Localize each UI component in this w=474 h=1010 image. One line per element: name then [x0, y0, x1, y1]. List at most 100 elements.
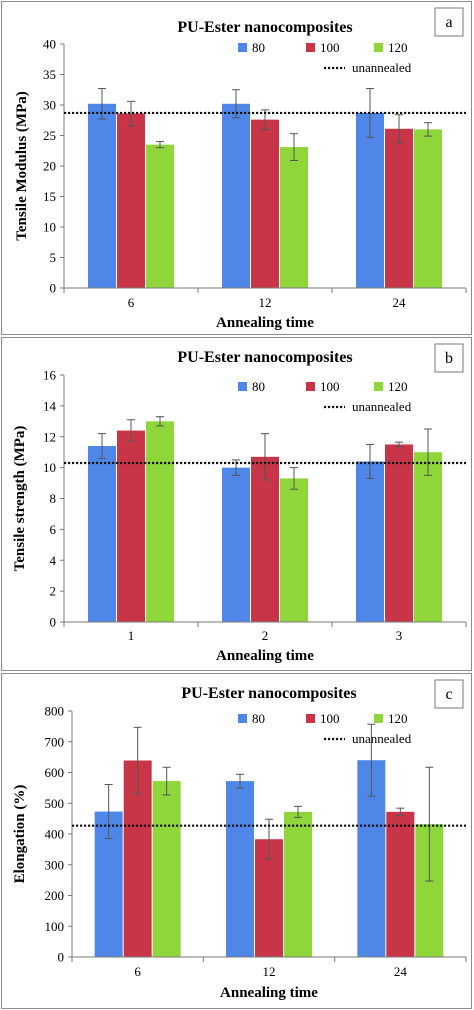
bar-120-12 — [280, 147, 308, 288]
bar-120-6 — [146, 144, 174, 288]
y-tick-label: 20 — [43, 159, 56, 174]
chart-title: PU-Ester nanocomposites — [181, 685, 356, 702]
y-tick-label: 700 — [45, 734, 65, 749]
x-tick-label: 1 — [128, 628, 135, 643]
y-tick-label: 10 — [43, 460, 56, 475]
legend-label-120: 120 — [388, 379, 408, 394]
legend-swatch-100 — [306, 382, 315, 391]
legend-label-80: 80 — [252, 711, 265, 726]
legend-swatch-120 — [374, 382, 383, 391]
elongation-chart: PU-Ester nanocomposites c 0 100 200 300 400 500… — [12, 679, 467, 1001]
panel-label: c — [445, 686, 452, 703]
y-tick-label: 100 — [45, 919, 65, 934]
bar-100-12 — [251, 119, 279, 288]
y-tick-label: 800 — [45, 704, 65, 719]
bar-80-12 — [222, 103, 250, 288]
legend-label-unannealed: unannealed — [352, 731, 412, 746]
x-tick-label: 12 — [263, 964, 276, 979]
bar-100-1 — [117, 430, 145, 622]
legend-swatch-100 — [306, 714, 315, 723]
panel-label-box — [434, 343, 464, 373]
y-tick-label: 0 — [50, 615, 57, 630]
bar-120-24 — [414, 129, 442, 288]
bar-80-24 — [356, 112, 384, 289]
legend-label-100: 100 — [320, 379, 340, 394]
bar-80-2 — [222, 467, 250, 622]
y-tick-label: 16 — [43, 368, 57, 383]
panel-label: a — [445, 14, 452, 31]
panel-label-box — [434, 679, 464, 709]
legend-label-unannealed: unannealed — [352, 399, 412, 414]
x-tick-label: 24 — [394, 964, 408, 979]
legend-label-120: 120 — [388, 711, 408, 726]
y-tick-label: 25 — [43, 128, 56, 143]
chart-title: PU-Ester nanocomposites — [177, 349, 352, 366]
x-tick-label: 3 — [396, 628, 403, 643]
chart-panel-c: PU-Ester nanocomposites c 0 100 200 300 400 500… — [1, 673, 472, 1009]
y-tick-label: 2 — [50, 584, 57, 599]
bar-80-3 — [356, 461, 384, 622]
chart-title: PU-Ester nanocomposites — [177, 19, 352, 36]
x-tick-label: 12 — [259, 295, 272, 310]
x-axis-label: Annealing time — [216, 315, 314, 331]
y-tick-label: 400 — [45, 827, 65, 842]
legend-label-100: 100 — [320, 711, 340, 726]
y-tick-label: 5 — [50, 250, 57, 265]
tensile-modulus-chart: PU-Ester nanocomposites a 0 5 10 15 20 25 30 35 40… — [14, 7, 467, 331]
legend-label-unannealed: unannealed — [352, 60, 412, 75]
y-tick-label: 4 — [50, 553, 57, 568]
bar-80-6 — [88, 103, 116, 288]
x-tick-label: 24 — [393, 295, 407, 310]
bar-120-12 — [284, 811, 312, 957]
x-axis-label: Annealing time — [216, 648, 314, 664]
y-axis-label: Tensile strength (MPa) — [12, 426, 28, 572]
y-tick-label: 14 — [43, 398, 57, 413]
y-axis-label: Tensile Modulus (MPa) — [14, 91, 30, 240]
panel-label: b — [445, 350, 453, 367]
y-tick-label: 0 — [58, 950, 65, 965]
chart-panel-a: PU-Ester nanocomposites a 0 5 10 15 20 25 30 35 40… — [1, 1, 472, 335]
x-tick-label: 2 — [262, 628, 269, 643]
legend-swatch-120 — [374, 43, 383, 52]
y-tick-label: 40 — [43, 37, 56, 52]
legend-label-80: 80 — [252, 379, 265, 394]
legend-label-100: 100 — [320, 40, 340, 55]
panel-label-box — [434, 7, 464, 37]
bar-120-2 — [280, 478, 308, 622]
x-tick-label: 6 — [134, 964, 141, 979]
tensile-strength-chart: PU-Ester nanocomposites b0246810121416Ten… — [12, 343, 467, 664]
legend-swatch-100 — [306, 43, 315, 52]
bar-100-24 — [385, 128, 413, 288]
y-axis-label: Elongation (%) — [12, 785, 28, 884]
y-tick-label: 0 — [50, 281, 57, 296]
bar-100-6 — [117, 113, 145, 288]
bar-100-24 — [386, 811, 415, 957]
bar-80-1 — [88, 446, 116, 622]
y-tick-label: 6 — [50, 522, 57, 537]
legend-swatch-80 — [238, 43, 247, 52]
legend-label-80: 80 — [252, 40, 265, 55]
bar-120-3 — [414, 452, 442, 622]
x-axis-label: Annealing time — [220, 985, 318, 1001]
x-tick-label: 6 — [128, 295, 135, 310]
bar-120-6 — [152, 781, 181, 957]
bar-100-2 — [251, 456, 279, 622]
y-tick-label: 200 — [45, 888, 65, 903]
legend-swatch-80 — [238, 714, 247, 723]
y-tick-label: 12 — [43, 429, 56, 444]
legend-swatch-80 — [238, 382, 247, 391]
chart-panel-b: PU-Ester nanocomposites b 0 2 4 6 8 10 12 14 16 Ten… — [1, 337, 472, 671]
y-tick-label: 10 — [43, 220, 56, 235]
bar-80-12 — [226, 781, 254, 957]
y-tick-label: 300 — [45, 857, 65, 872]
y-tick-label: 15 — [43, 189, 56, 204]
y-tick-label: 8 — [50, 491, 57, 506]
bar-100-3 — [385, 444, 413, 622]
y-tick-label: 600 — [45, 765, 65, 780]
legend-swatch-120 — [374, 714, 383, 723]
y-tick-label: 35 — [43, 67, 56, 82]
y-tick-label: 30 — [43, 98, 56, 113]
legend-label-120: 120 — [388, 40, 408, 55]
bar-120-1 — [146, 421, 174, 622]
y-tick-label: 500 — [45, 796, 65, 811]
